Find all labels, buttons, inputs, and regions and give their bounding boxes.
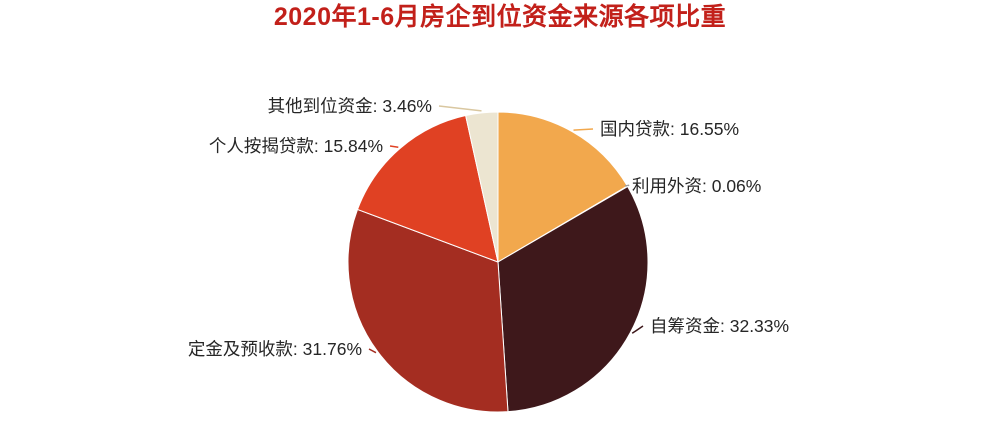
leader-line-domestic-loans — [573, 128, 594, 131]
slice-label-other-funds: 其他到位资金: 3.46% — [268, 96, 432, 116]
slice-label-self-raised-funds: 自筹资金: 32.33% — [650, 316, 789, 336]
slice-label-domestic-loans: 国内贷款: 16.55% — [600, 119, 739, 139]
pie-slice-other-funds — [465, 111, 499, 263]
pie-slice-domestic-loans — [497, 111, 629, 263]
pie-slice-personal-mortgage — [356, 114, 499, 263]
pie-slice-self-raised-funds — [497, 185, 649, 413]
slice-label-personal-mortgage: 个人按揭贷款: 15.84% — [209, 136, 383, 156]
slice-label-foreign-capital: 利用外资: 0.06% — [632, 176, 761, 196]
slice-label-deposits-advance: 定金及预收款: 31.76% — [188, 339, 362, 359]
leader-line-self-raised-funds — [631, 325, 644, 334]
leader-line-other-funds — [438, 105, 482, 112]
leader-line-personal-mortgage — [389, 145, 399, 148]
leader-line-foreign-capital — [624, 184, 630, 187]
pie-slice-deposits-advance — [347, 208, 509, 413]
chart-title: 2020年1-6月房企到位资金来源各项比重 — [273, 3, 727, 31]
leader-line-deposits-advance — [368, 348, 377, 354]
